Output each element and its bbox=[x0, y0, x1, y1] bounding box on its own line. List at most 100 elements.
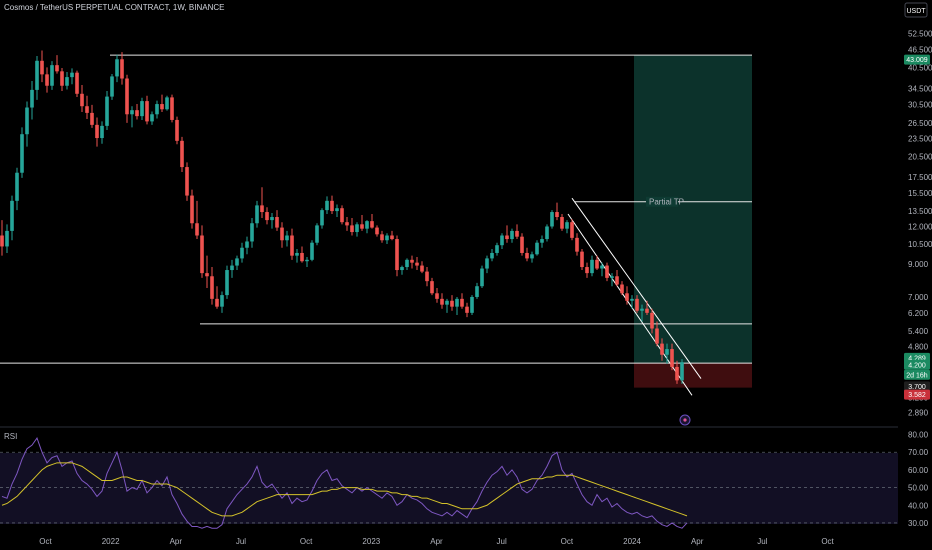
candle bbox=[670, 343, 674, 371]
candle-body bbox=[275, 217, 279, 228]
rsi-tick-label: 50.00 bbox=[908, 484, 929, 493]
rsi-series bbox=[1, 436, 688, 529]
candle-body bbox=[570, 222, 574, 238]
candle-body bbox=[60, 71, 64, 86]
candle bbox=[400, 265, 404, 275]
candle-body bbox=[630, 298, 634, 301]
candle-body bbox=[205, 273, 209, 277]
candle-body bbox=[330, 200, 334, 212]
candle-body bbox=[0, 235, 4, 247]
candle-body bbox=[370, 221, 374, 228]
candle bbox=[380, 230, 384, 243]
price-tick-label: 2.890 bbox=[908, 409, 929, 418]
candle-body bbox=[30, 89, 34, 108]
candle-body bbox=[615, 276, 619, 285]
candle bbox=[620, 281, 624, 296]
candle-body bbox=[345, 222, 349, 226]
candle-body bbox=[375, 227, 379, 235]
candle bbox=[155, 100, 159, 119]
candle bbox=[510, 228, 514, 243]
candle bbox=[505, 225, 509, 243]
candle bbox=[530, 251, 534, 263]
price-badge-label: 3.700 bbox=[908, 384, 926, 391]
candle-body bbox=[395, 239, 399, 271]
candle bbox=[285, 230, 289, 247]
candle-body bbox=[45, 74, 49, 86]
time-axis[interactable]: Oct 2022 Apr Jul Oct 2023 Apr Jul Oct 2024 Apr Jul O… bbox=[39, 537, 834, 546]
candle-body bbox=[535, 242, 539, 255]
candle-body bbox=[390, 235, 394, 240]
candle-body bbox=[190, 195, 194, 224]
candle-body bbox=[180, 140, 184, 168]
candle-body bbox=[310, 242, 314, 260]
time-tick-label: 2023 bbox=[362, 537, 380, 546]
partial-tp-annotation: Partial TP bbox=[646, 196, 684, 207]
candle-body bbox=[110, 76, 114, 97]
price-tick-label: 7.000 bbox=[908, 293, 929, 302]
candle bbox=[255, 200, 259, 228]
candle-body bbox=[450, 300, 454, 307]
candle bbox=[365, 220, 369, 234]
candle bbox=[215, 286, 219, 309]
candle bbox=[550, 210, 554, 229]
price-tick-label: 40.500 bbox=[908, 63, 932, 72]
candle bbox=[435, 287, 439, 303]
candle-body bbox=[55, 65, 59, 72]
candle bbox=[520, 233, 524, 256]
tradingview-logo-icon[interactable] bbox=[679, 414, 691, 426]
candle bbox=[50, 61, 54, 90]
candle bbox=[170, 94, 174, 123]
candle bbox=[445, 298, 449, 313]
candle bbox=[410, 255, 414, 269]
candle-body bbox=[445, 300, 449, 305]
candle-body bbox=[300, 252, 304, 262]
candle-body bbox=[105, 96, 109, 126]
candle-body bbox=[480, 268, 484, 287]
time-tick-label: Apr bbox=[170, 537, 183, 546]
candle-body bbox=[175, 119, 179, 141]
candle bbox=[615, 270, 619, 287]
candle bbox=[140, 97, 144, 120]
candle bbox=[225, 265, 229, 299]
candle bbox=[245, 236, 249, 255]
candle-body bbox=[235, 258, 239, 266]
candle-body bbox=[585, 267, 589, 274]
price-tick-label: 5.400 bbox=[908, 327, 929, 336]
candle bbox=[610, 273, 614, 287]
price-tick-label: 17.500 bbox=[908, 173, 932, 182]
currency-button[interactable] bbox=[904, 2, 928, 18]
candle bbox=[160, 94, 164, 112]
candle-body bbox=[170, 97, 174, 120]
candle-body bbox=[645, 308, 649, 313]
candle-body bbox=[675, 366, 679, 381]
candle-body bbox=[520, 236, 524, 253]
candle bbox=[115, 54, 119, 83]
candle-body bbox=[545, 226, 549, 240]
candle bbox=[630, 295, 634, 309]
channel-upper-line bbox=[571, 197, 702, 379]
candle bbox=[175, 116, 179, 145]
candle bbox=[280, 222, 284, 248]
candle-body bbox=[40, 60, 44, 75]
price-badge: 43.009 bbox=[904, 54, 930, 65]
price-axis[interactable]: 52.500 46.500 40.500 34.500 30.500 26.500 23.5… bbox=[908, 29, 932, 417]
candle bbox=[660, 338, 664, 361]
candle bbox=[65, 72, 69, 90]
candle bbox=[205, 255, 209, 288]
candle-body bbox=[140, 101, 144, 117]
candle-body bbox=[100, 125, 104, 139]
candle-body bbox=[5, 230, 9, 247]
time-tick-label: Oct bbox=[561, 537, 574, 546]
candle bbox=[515, 224, 519, 240]
candle bbox=[640, 304, 644, 322]
candle bbox=[250, 218, 254, 248]
time-tick-label: Jul bbox=[757, 537, 767, 546]
candle-body bbox=[320, 210, 324, 226]
candle-body bbox=[380, 234, 384, 241]
candle-body bbox=[250, 223, 254, 242]
candle bbox=[560, 214, 564, 231]
candle-body bbox=[215, 298, 219, 307]
candle-body bbox=[150, 114, 154, 122]
candle bbox=[525, 247, 529, 262]
